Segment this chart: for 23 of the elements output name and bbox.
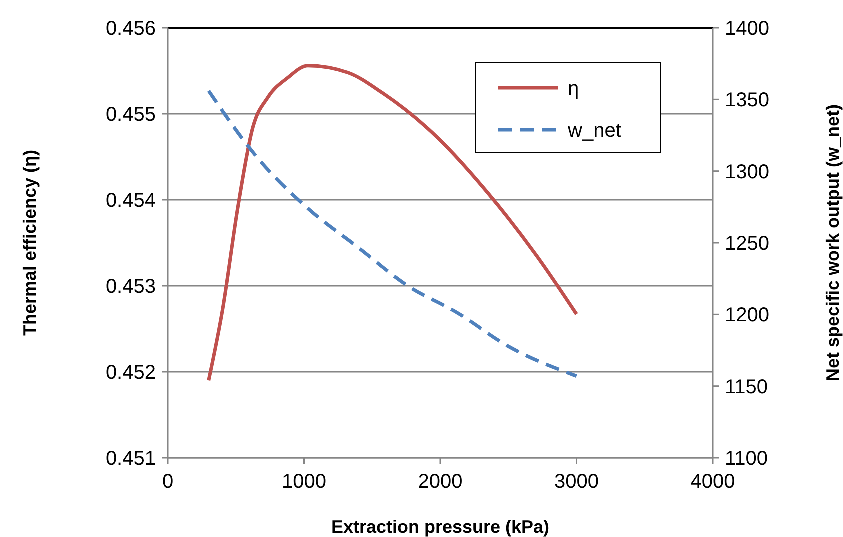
y-tick-label: 0.456: [106, 18, 156, 40]
y-tick-label: 0.453: [106, 276, 156, 298]
y2-tick-label: 1350: [725, 90, 770, 112]
y-axis-title: Thermal efficiency (η): [20, 150, 40, 336]
y2-tick-label: 1100: [725, 448, 768, 470]
y2-tick-label: 1200: [725, 304, 770, 327]
legend-label: η: [568, 78, 580, 100]
y2-tick-label: 1150: [725, 376, 768, 398]
y-tick-label: 0.454: [106, 190, 156, 212]
legend-label: w_net: [567, 120, 622, 142]
y2-tick-label: 1300: [725, 161, 770, 184]
y2-tick-label: 1250: [725, 233, 770, 255]
x-axis-title: Extraction pressure (kPa): [331, 517, 550, 537]
y2-axis-title: Net specific work output (w_net): [823, 104, 843, 382]
y-tick-label: 0.452: [106, 362, 156, 384]
x-tick-label: 4000: [690, 471, 736, 493]
y2-tick-label: 1400: [725, 18, 770, 40]
y-tick-label: 0.451: [106, 448, 156, 470]
y-tick-label: 0.455: [106, 104, 156, 126]
x-tick-label: 2000: [418, 471, 463, 493]
x-tick-label: 1000: [282, 471, 326, 493]
x-tick-label: 3000: [554, 471, 599, 493]
x-tick-label: 0: [162, 471, 174, 493]
